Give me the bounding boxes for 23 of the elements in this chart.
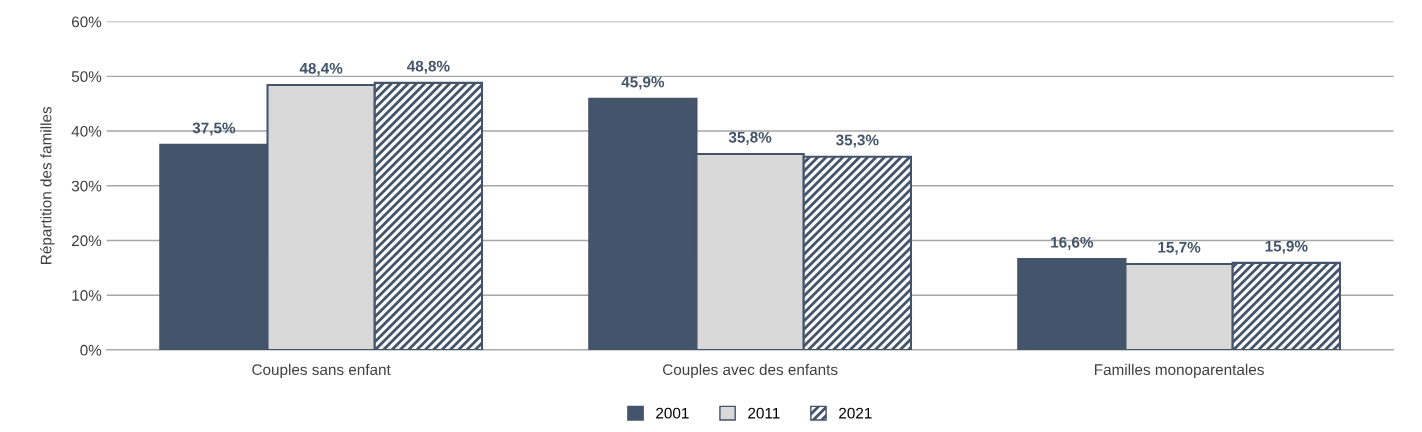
- y-tick-label: 40%: [71, 125, 102, 137]
- data-label: 45,9%: [621, 76, 665, 90]
- x-tick-label: Familles monoparentales: [1094, 363, 1264, 379]
- data-label: 35,8%: [728, 131, 772, 145]
- y-tick-label: 50%: [71, 71, 102, 83]
- y-axis-title: Répartition des familles: [40, 106, 55, 264]
- x-tick-label: Couples avec des enfants: [662, 363, 838, 379]
- legend-label: 2001: [656, 407, 689, 419]
- y-tick-label: 10%: [72, 290, 102, 301]
- data-label: 37,5%: [192, 122, 236, 136]
- data-label: 48,4%: [299, 62, 343, 76]
- data-label: 15,9%: [1265, 240, 1308, 254]
- y-tick-label: 60%: [71, 16, 102, 28]
- y-tick-label: 20%: [71, 235, 102, 247]
- data-label: 15,7%: [1158, 241, 1201, 255]
- y-tick-label: 30%: [71, 180, 102, 192]
- data-label: 48,8%: [406, 60, 450, 74]
- data-label: 16,6%: [1051, 236, 1094, 250]
- x-tick-label: Couples sans enfant: [252, 363, 391, 379]
- data-label: 35,3%: [836, 134, 879, 148]
- legend-label: 2011: [748, 407, 780, 419]
- y-tick-label: 0%: [80, 344, 102, 356]
- legend-label: 2021: [839, 407, 872, 419]
